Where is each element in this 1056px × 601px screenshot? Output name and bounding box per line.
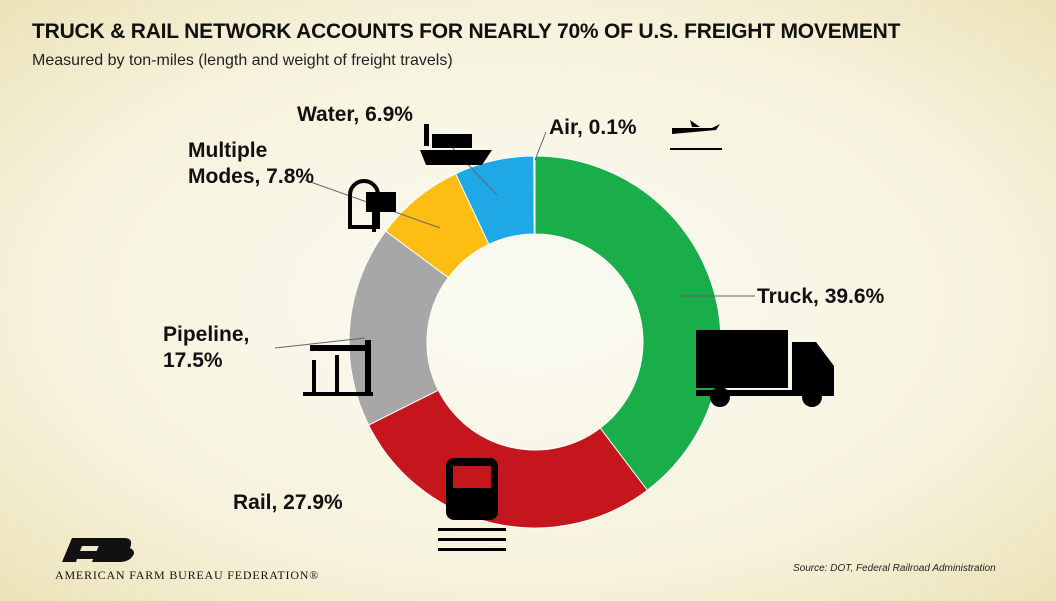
icons [62,120,834,562]
donut-segment [534,155,722,491]
donut-segment [367,389,649,529]
data-label: Multiple Modes, 7.8% [188,139,315,188]
donut [348,155,722,529]
donut-segment [533,155,536,235]
data-label: Rail, 27.9% [233,491,343,514]
source: Source: DOT, Federal Railroad Administra… [793,563,996,574]
subtitle: Measured by ton-miles (length and weight… [32,52,453,69]
data-label: Water, 6.9% [297,103,413,126]
data-label: Truck, 39.6% [757,285,885,308]
data-label: Air, 0.1% [549,116,637,139]
title: TRUCK & RAIL NETWORK ACCOUNTS FOR NEARLY… [32,20,901,43]
organization: AMERICAN FARM BUREAU FEDERATION® [55,568,320,582]
donut-segment [348,230,450,426]
data-label: Pipeline, 17.5% [163,323,250,372]
